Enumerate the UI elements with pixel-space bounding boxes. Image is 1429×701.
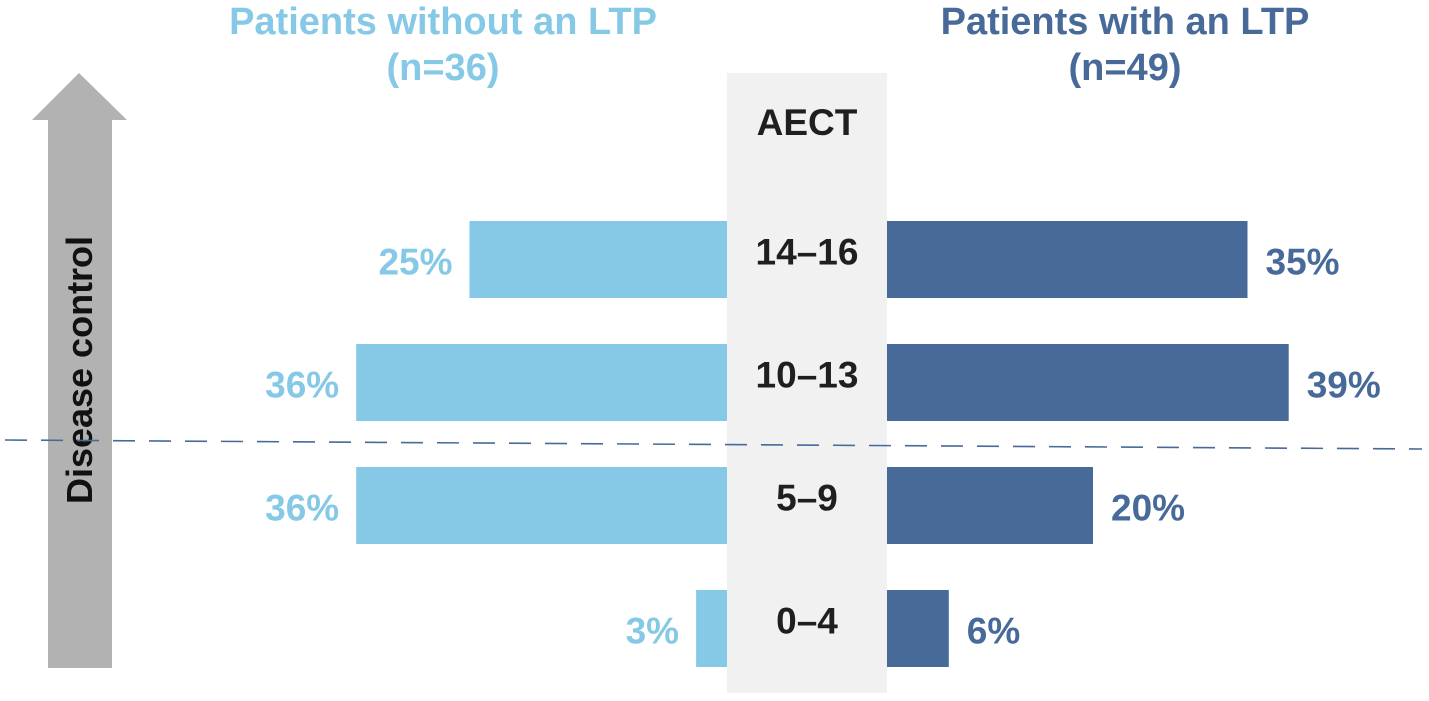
bar-without-ltp-10-13 bbox=[356, 344, 727, 421]
value-label-without-ltp-0-4: 3% bbox=[626, 611, 679, 652]
bar-with-ltp-0-4 bbox=[887, 590, 949, 667]
center-band bbox=[727, 73, 887, 693]
threshold-dashed-line bbox=[4, 439, 1423, 450]
value-label-with-ltp-5-9: 20% bbox=[1111, 488, 1185, 529]
left-series-title: Patients without an LTP bbox=[229, 1, 657, 43]
category-label-14-16: 14–16 bbox=[756, 232, 859, 273]
disease-control-arrow-icon bbox=[32, 73, 127, 668]
right-series-title: Patients with an LTP bbox=[941, 1, 1310, 43]
value-label-without-ltp-10-13: 36% bbox=[265, 365, 339, 406]
category-label-0-4: 0–4 bbox=[776, 601, 838, 642]
category-label-5-9: 5–9 bbox=[776, 478, 838, 519]
disease-control-label: Disease control bbox=[59, 236, 100, 504]
axis-label-aect: AECT bbox=[757, 102, 858, 143]
bar-without-ltp-5-9 bbox=[356, 467, 727, 544]
chart-marks: 25% 35% 14–16 36% 39% 10–13 36% 20% 5–9 3% 6% 0–4 bbox=[265, 221, 1381, 667]
bar-with-ltp-10-13 bbox=[887, 344, 1289, 421]
left-series-n: (n=36) bbox=[387, 47, 500, 89]
right-series-n: (n=49) bbox=[1069, 47, 1182, 89]
value-label-with-ltp-0-4: 6% bbox=[967, 611, 1020, 652]
value-label-with-ltp-14-16: 35% bbox=[1266, 242, 1340, 283]
category-label-10-13: 10–13 bbox=[756, 355, 859, 396]
value-label-with-ltp-10-13: 39% bbox=[1307, 365, 1381, 406]
bar-without-ltp-0-4 bbox=[696, 590, 727, 667]
bar-with-ltp-5-9 bbox=[887, 467, 1093, 544]
bar-without-ltp-14-16 bbox=[469, 221, 727, 298]
bar-with-ltp-14-16 bbox=[887, 221, 1248, 298]
value-label-without-ltp-14-16: 25% bbox=[378, 242, 452, 283]
value-label-without-ltp-5-9: 36% bbox=[265, 488, 339, 529]
